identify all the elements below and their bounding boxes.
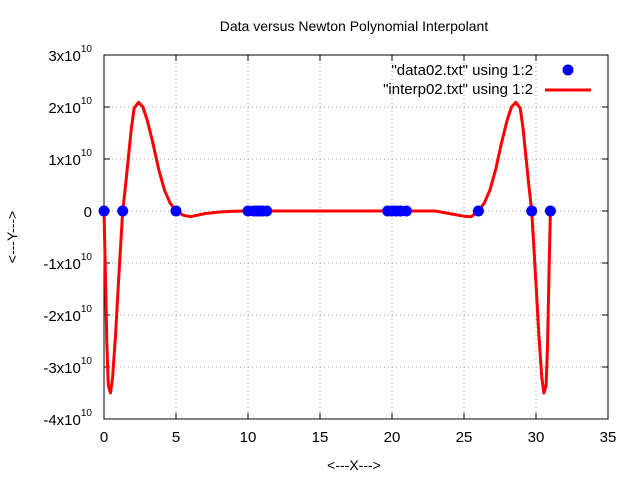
x-axis-ticks: 0 5 10 15 20 25 30 35 [100, 55, 617, 446]
data-point [526, 205, 538, 217]
y-tick-label: -3x1010 [43, 356, 92, 377]
legend-marker-data [562, 64, 574, 76]
data-point [261, 205, 273, 217]
x-tick-label: 35 [600, 429, 617, 446]
y-tick-label: 0 [84, 204, 92, 221]
legend: "data02.txt" using 1:2 "interp02.txt" us… [383, 62, 591, 98]
y-tick-label: -2x1010 [43, 304, 92, 325]
interp-series-line [102, 100, 552, 395]
x-tick-label: 30 [528, 429, 545, 446]
y-tick-label: -4x1010 [43, 408, 92, 429]
y-tick-label: 1x1010 [48, 148, 92, 169]
x-tick-label: 15 [312, 429, 329, 446]
y-axis-ticks: 3x1010 2x1010 1x1010 0 -1x1010 -2x1010 -3x1010… [43, 44, 608, 429]
data-point [472, 205, 484, 217]
x-tick-label: 5 [172, 429, 180, 446]
x-tick-label: 0 [100, 429, 108, 446]
x-axis-label: <---X---> [327, 457, 381, 473]
x-tick-label: 25 [456, 429, 473, 446]
data-point [117, 205, 129, 217]
legend-label-data: "data02.txt" using 1:2 [391, 62, 533, 79]
data-point [400, 205, 412, 217]
data-point [170, 205, 182, 217]
y-tick-label: 3x1010 [48, 44, 92, 65]
chart-title: Data versus Newton Polynomial Interpolan… [220, 18, 489, 34]
y-axis-label: <---Y---> [4, 211, 20, 263]
series [98, 100, 556, 395]
x-tick-label: 20 [384, 429, 401, 446]
legend-label-interp: "interp02.txt" using 1:2 [383, 81, 533, 98]
data-point [544, 205, 556, 217]
x-tick-label: 10 [240, 429, 257, 446]
data-point [98, 205, 110, 217]
y-tick-label: -1x1010 [43, 252, 92, 273]
y-tick-label: 2x1010 [48, 96, 92, 117]
